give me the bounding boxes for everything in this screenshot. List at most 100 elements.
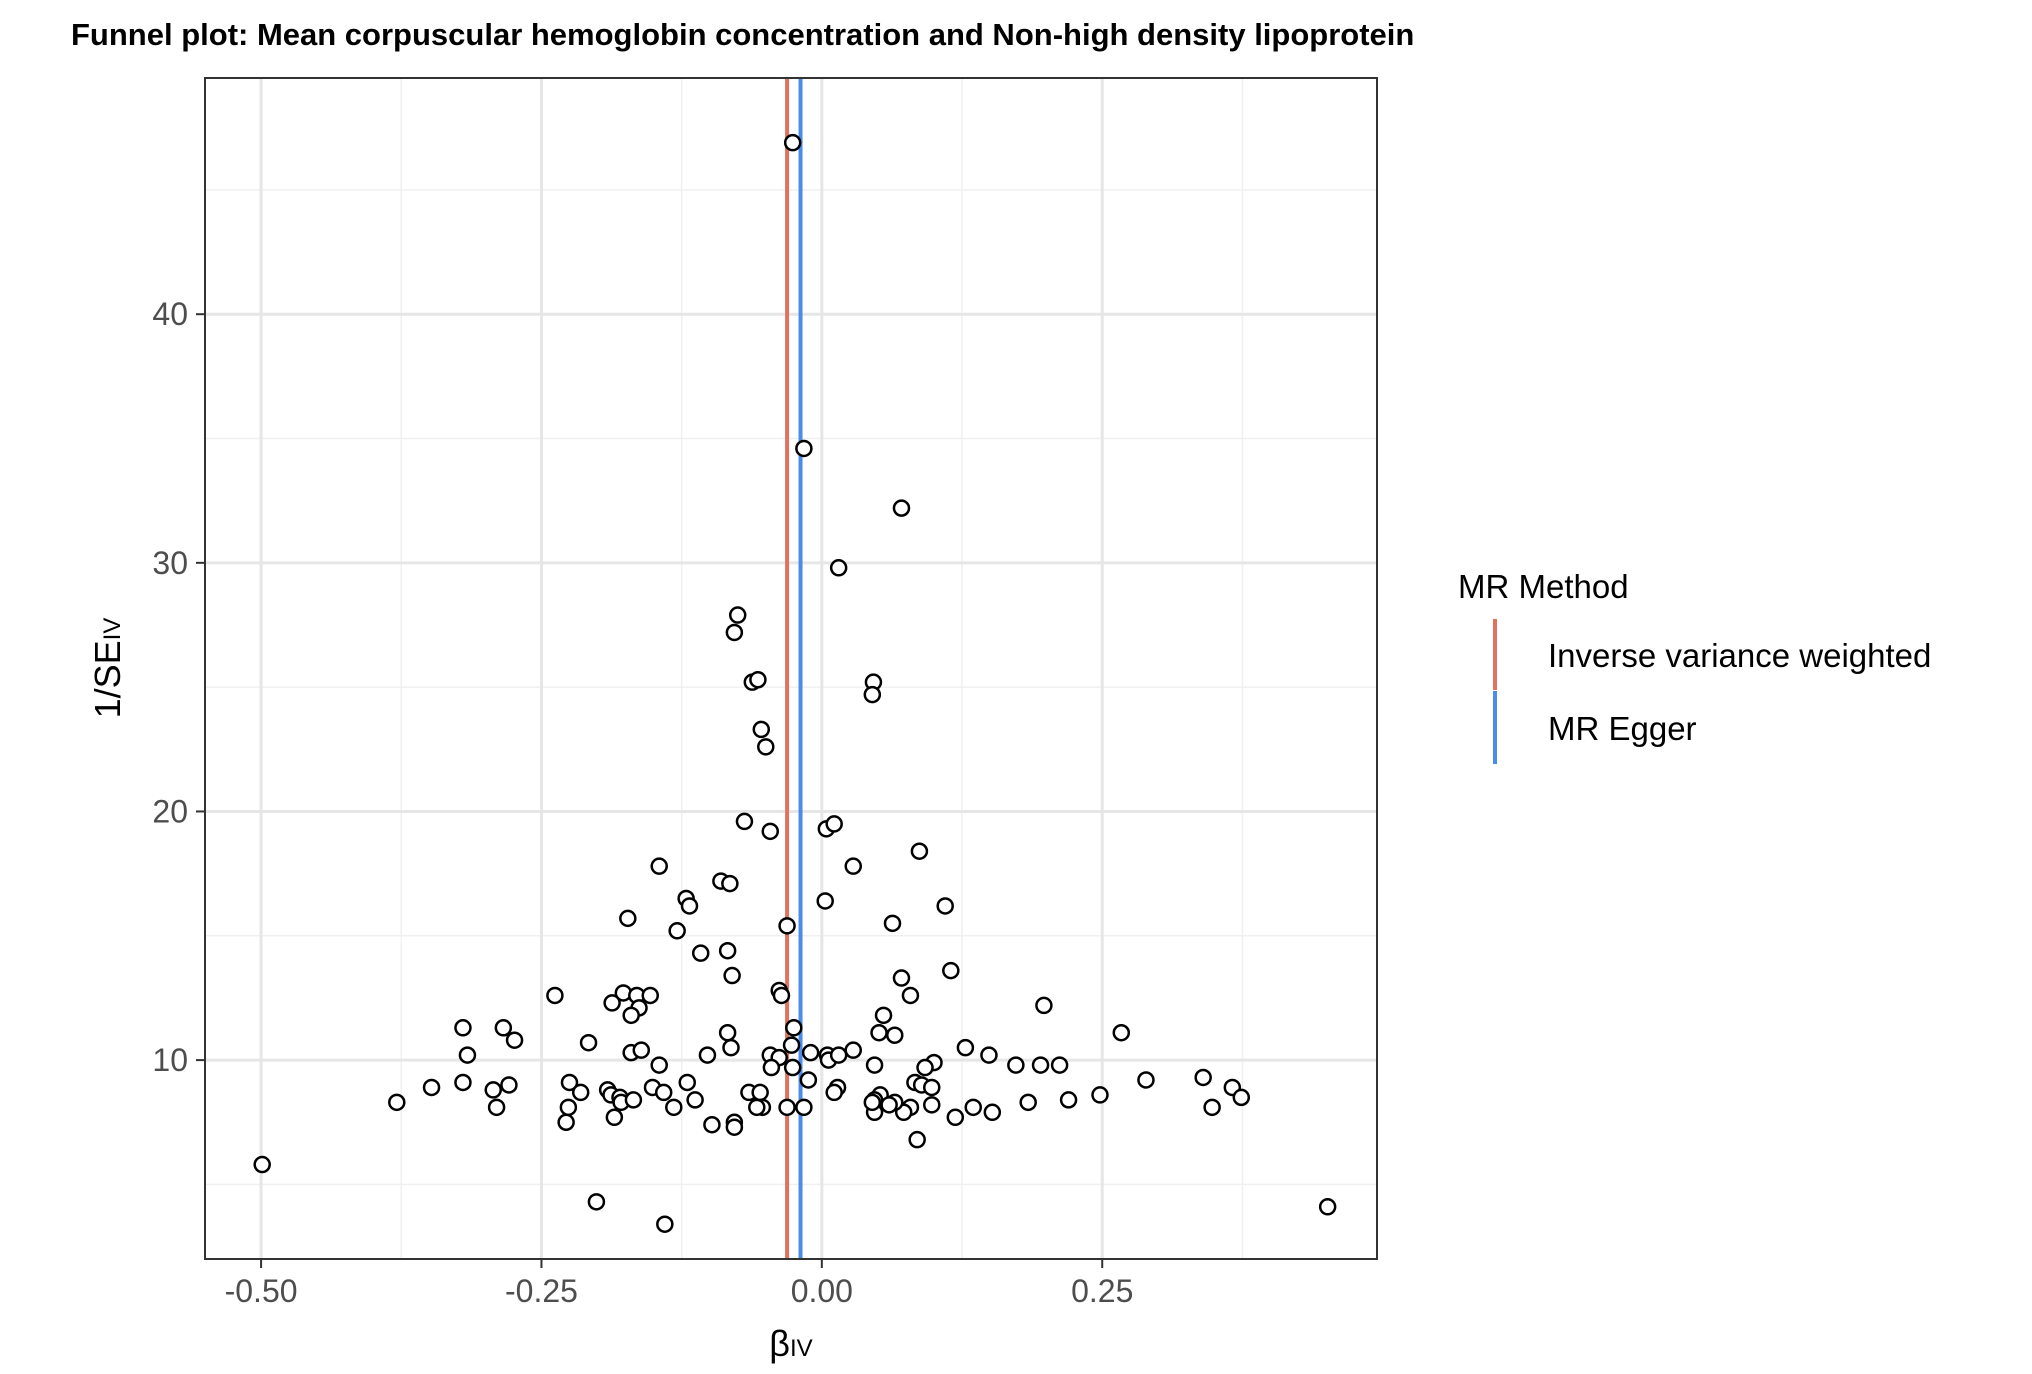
plot-panel-border bbox=[204, 77, 1378, 1260]
data-point bbox=[680, 897, 699, 915]
data-point bbox=[892, 969, 911, 987]
data-point bbox=[761, 822, 780, 841]
data-point bbox=[1059, 1091, 1078, 1109]
data-point bbox=[725, 1118, 744, 1136]
chart-title: Funnel plot: Mean corpuscular hemoglobin… bbox=[71, 17, 1414, 52]
data-point bbox=[778, 917, 796, 935]
data-point bbox=[885, 1026, 904, 1044]
data-point bbox=[801, 1043, 820, 1062]
data-point bbox=[936, 897, 954, 915]
data-point bbox=[722, 1038, 740, 1057]
data-point bbox=[725, 623, 744, 642]
axes: -0.50 -0.25 0.00 0.25 10 20 30 40 bbox=[152, 296, 1133, 1309]
data-point bbox=[388, 1093, 406, 1112]
data-point bbox=[1035, 996, 1053, 1015]
data-point bbox=[783, 133, 802, 152]
data-point bbox=[865, 1056, 884, 1074]
data-point bbox=[458, 1046, 477, 1064]
data-point bbox=[916, 1058, 934, 1077]
data-point bbox=[983, 1103, 1002, 1122]
data-point bbox=[892, 499, 911, 517]
data-point bbox=[487, 1098, 506, 1117]
data-point bbox=[795, 439, 813, 458]
data-point bbox=[571, 1083, 590, 1102]
data-point bbox=[735, 812, 754, 831]
data-point bbox=[691, 944, 710, 962]
data-point bbox=[844, 1041, 862, 1059]
data-point bbox=[863, 1093, 882, 1112]
data-point bbox=[923, 1078, 941, 1097]
data-point bbox=[910, 842, 929, 860]
data-point bbox=[728, 606, 747, 624]
data-point bbox=[718, 941, 737, 960]
data-point bbox=[1194, 1068, 1212, 1087]
data-point bbox=[1019, 1093, 1037, 1112]
data-point bbox=[650, 857, 668, 875]
data-point bbox=[559, 1098, 578, 1117]
data-point bbox=[656, 1215, 674, 1233]
data-point bbox=[901, 986, 920, 1005]
y-tick-label: 10 bbox=[152, 1042, 188, 1078]
data-point bbox=[1007, 1056, 1025, 1074]
data-point bbox=[560, 1073, 579, 1092]
data-point bbox=[980, 1046, 998, 1064]
data-point bbox=[718, 1023, 737, 1042]
data-point bbox=[603, 994, 621, 1012]
data-point bbox=[795, 1098, 813, 1117]
data-point bbox=[557, 1113, 575, 1132]
data-point bbox=[253, 1155, 271, 1174]
data-point bbox=[870, 1023, 888, 1042]
y-axis-title-main: 1/SE bbox=[87, 640, 128, 718]
data-point bbox=[632, 1041, 651, 1059]
data-point bbox=[748, 1098, 766, 1117]
data-point bbox=[863, 685, 882, 704]
data-point bbox=[678, 1073, 697, 1092]
data-point bbox=[782, 1036, 801, 1054]
data-point bbox=[723, 966, 741, 985]
x-axis-title: βIV bbox=[769, 1323, 812, 1364]
data-point bbox=[619, 909, 637, 928]
data-point bbox=[1031, 1056, 1050, 1074]
data-point bbox=[494, 1019, 513, 1037]
data-point bbox=[505, 1031, 524, 1049]
data-point bbox=[956, 1038, 975, 1057]
data-point bbox=[752, 720, 771, 739]
x-tick-label: 0.25 bbox=[1071, 1273, 1133, 1309]
data-point bbox=[1112, 1023, 1131, 1042]
data-point bbox=[698, 1046, 717, 1064]
y-tick-label: 40 bbox=[152, 296, 188, 332]
data-point bbox=[923, 1096, 941, 1114]
data-points bbox=[253, 133, 1337, 1233]
x-tick-label: -0.50 bbox=[225, 1273, 298, 1309]
data-point bbox=[1232, 1088, 1251, 1107]
data-point bbox=[654, 1083, 673, 1102]
data-point bbox=[751, 1083, 769, 1102]
y-axis-title: 1/SEIV bbox=[87, 618, 128, 719]
data-point bbox=[587, 1193, 606, 1211]
data-point bbox=[454, 1019, 472, 1037]
legend: MR Method Inverse variance weighted MR E… bbox=[1458, 568, 1931, 764]
data-point bbox=[785, 1019, 803, 1037]
data-point bbox=[686, 1091, 704, 1109]
data-point bbox=[1137, 1071, 1155, 1089]
data-point bbox=[605, 1108, 624, 1127]
data-point bbox=[829, 559, 848, 577]
data-point bbox=[783, 1058, 802, 1077]
legend-label-egger: MR Egger bbox=[1548, 710, 1697, 747]
data-point bbox=[1091, 1086, 1109, 1104]
data-point bbox=[622, 1006, 640, 1025]
data-point bbox=[1050, 1056, 1069, 1074]
x-axis-title-main: β bbox=[769, 1323, 790, 1364]
data-point bbox=[579, 1033, 598, 1052]
data-point bbox=[874, 1006, 893, 1025]
data-point bbox=[757, 738, 775, 756]
y-tick-label: 20 bbox=[152, 793, 188, 829]
data-point bbox=[1318, 1198, 1337, 1216]
data-point bbox=[484, 1081, 502, 1099]
data-point bbox=[829, 1046, 848, 1064]
data-point bbox=[1203, 1098, 1221, 1117]
y-tick-label: 30 bbox=[152, 545, 188, 581]
data-point bbox=[825, 1083, 843, 1102]
data-point bbox=[799, 1071, 818, 1089]
